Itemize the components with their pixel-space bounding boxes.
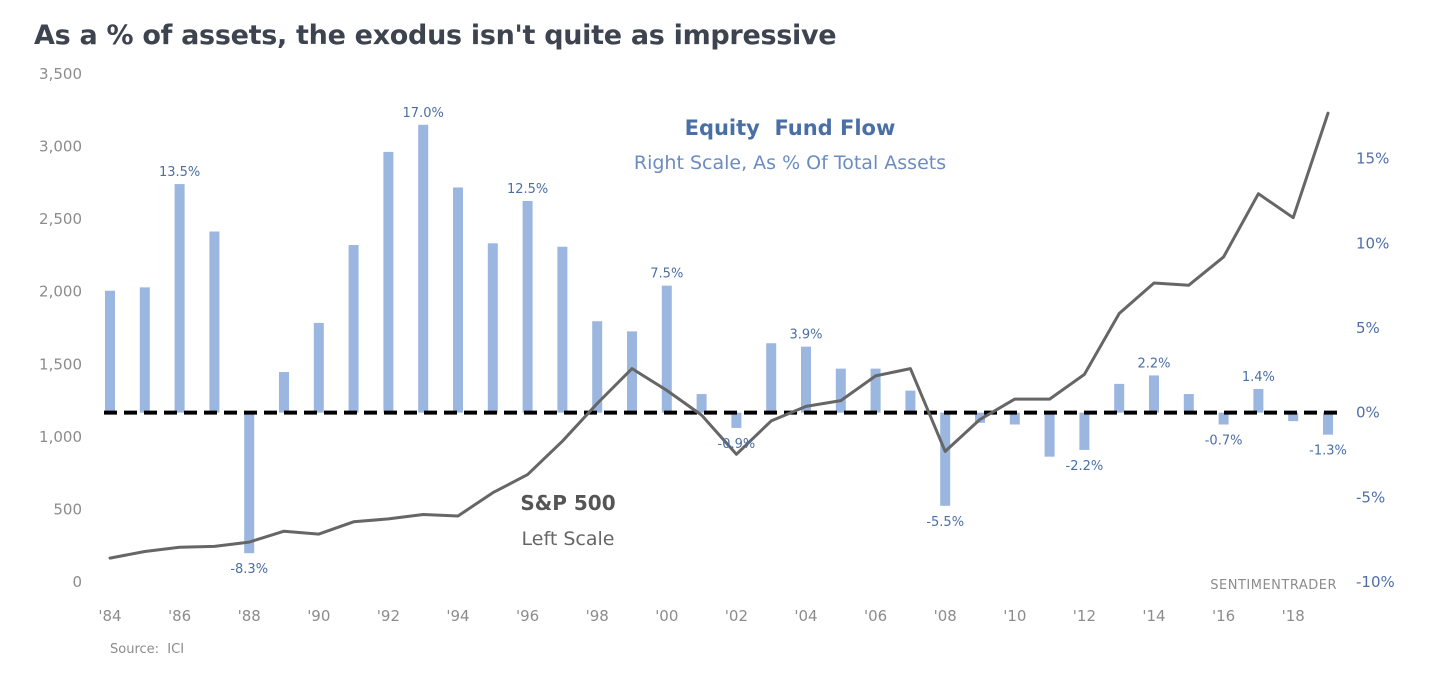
left-tick-label: 1,500 xyxy=(39,355,82,373)
x-axis: '84 '86 '88 '90 '92 '94 '96 '98 '00 '02 '04 '06 '08 '… xyxy=(98,607,1304,625)
bar-2017 xyxy=(1253,388,1264,413)
x-tick-label: '12 xyxy=(1073,607,1096,625)
left-tick-label: 3,000 xyxy=(39,138,82,156)
sp500-line xyxy=(108,111,1330,560)
x-tick-label: '16 xyxy=(1212,607,1235,625)
bar-label-2019: -1.3% xyxy=(1309,444,1347,459)
bar-2008 xyxy=(940,412,951,506)
bar-label-1993: 17.0% xyxy=(403,106,444,121)
sp500-annotation-title: S&P 500 xyxy=(520,491,615,515)
bar-1996 xyxy=(522,201,533,413)
x-tick-label: '84 xyxy=(98,607,121,625)
bar-2018 xyxy=(1288,412,1299,422)
bar-label-1988: -8.3% xyxy=(230,562,268,577)
left-tick-label: 2,000 xyxy=(39,283,82,301)
x-tick-label: '06 xyxy=(864,607,887,625)
line-series-sp500 xyxy=(108,111,1330,560)
fund-flow-annotation-title: Equity Fund Flow xyxy=(685,116,896,140)
bar-label-2014: 2.2% xyxy=(1137,356,1170,371)
left-tick-label: 1,000 xyxy=(39,428,82,446)
bar-1987 xyxy=(209,231,220,413)
bar-series-equity-fund-flow xyxy=(105,124,1333,554)
bar-label-1996: 12.5% xyxy=(507,182,548,197)
bar-label-1986: 13.5% xyxy=(159,165,200,180)
bar-2015 xyxy=(1183,394,1194,413)
brand-watermark: SENTIMENTRADER xyxy=(1210,578,1337,593)
bar-label-2017: 1.4% xyxy=(1242,370,1275,385)
bar-2006 xyxy=(870,368,881,413)
bar-1985 xyxy=(139,287,150,413)
bar-1989 xyxy=(279,372,289,413)
bar-1995 xyxy=(487,243,498,413)
bar-2019 xyxy=(1323,412,1333,435)
bar-2000 xyxy=(661,285,672,413)
x-tick-label: '18 xyxy=(1282,607,1305,625)
bar-1990 xyxy=(313,322,324,413)
left-tick-label: 3,500 xyxy=(39,65,82,83)
x-tick-label: '92 xyxy=(377,607,400,625)
x-tick-label: '96 xyxy=(516,607,539,625)
right-tick-label: 15% xyxy=(1356,150,1389,168)
sp500-annotation-subtitle: Left Scale xyxy=(522,528,615,550)
bar-label-2004: 3.9% xyxy=(789,328,822,343)
bar-2001 xyxy=(696,394,707,413)
left-tick-label: 0 xyxy=(72,573,82,591)
bar-label-2002: -0.9% xyxy=(718,437,756,452)
x-tick-label: '98 xyxy=(586,607,609,625)
x-tick-label: '90 xyxy=(307,607,330,625)
bar-2005 xyxy=(835,368,846,413)
bar-2011 xyxy=(1044,412,1055,457)
x-tick-label: '08 xyxy=(934,607,957,625)
bar-2004 xyxy=(801,346,811,413)
x-tick-label: '94 xyxy=(446,607,469,625)
right-tick-label: 5% xyxy=(1356,319,1380,337)
right-tick-label: 10% xyxy=(1356,234,1389,252)
left-tick-label: 2,500 xyxy=(39,210,82,228)
bar-1997 xyxy=(557,246,568,413)
fund-flow-annotation-subtitle: Right Scale, As % Of Total Assets xyxy=(634,152,946,174)
right-tick-label: -10% xyxy=(1356,573,1395,591)
bar-1999 xyxy=(627,331,637,413)
bar-label-2000: 7.5% xyxy=(650,267,683,282)
bar-label-2016: -0.7% xyxy=(1205,434,1243,449)
x-tick-label: '14 xyxy=(1142,607,1165,625)
x-tick-label: '10 xyxy=(1003,607,1026,625)
source-note: Source: ICI xyxy=(110,642,184,657)
bar-2010 xyxy=(1009,412,1020,425)
bar-2014 xyxy=(1149,375,1159,413)
bar-1993 xyxy=(418,124,429,413)
right-tick-label: -5% xyxy=(1356,488,1385,506)
bar-label-2008: -5.5% xyxy=(926,515,964,530)
right-axis: -10% -5% 0% 5% 10% 15% xyxy=(1356,150,1395,591)
x-tick-label: '00 xyxy=(655,607,678,625)
bar-2016 xyxy=(1218,412,1229,425)
bar-1998 xyxy=(592,321,603,413)
left-axis: 0 500 1,000 1,500 2,000 2,500 3,000 3,500 xyxy=(39,65,82,591)
left-tick-label: 500 xyxy=(53,500,82,518)
right-tick-label: 0% xyxy=(1356,404,1380,422)
bar-1991 xyxy=(348,245,359,413)
chart-title: As a % of assets, the exodus isn't quite… xyxy=(34,20,837,51)
bar-2012 xyxy=(1079,412,1090,450)
x-tick-label: '88 xyxy=(238,607,261,625)
bar-labels: 13.5% -8.3% 17.0% 12.5% 7.5% -0.9% 3.9% -5.5% -2… xyxy=(159,106,1347,577)
bar-1994 xyxy=(453,187,463,413)
bar-1988 xyxy=(244,412,255,554)
bar-2002 xyxy=(731,412,742,428)
bar-1986 xyxy=(174,184,185,413)
bar-1992 xyxy=(383,151,394,413)
x-tick-label: '04 xyxy=(794,607,817,625)
bar-2007 xyxy=(905,390,916,413)
bar-2003 xyxy=(766,343,777,413)
bar-2013 xyxy=(1114,383,1125,413)
bar-label-2012: -2.2% xyxy=(1066,459,1104,474)
x-tick-label: '02 xyxy=(725,607,748,625)
x-tick-label: '86 xyxy=(168,607,191,625)
bar-1984 xyxy=(105,290,115,413)
